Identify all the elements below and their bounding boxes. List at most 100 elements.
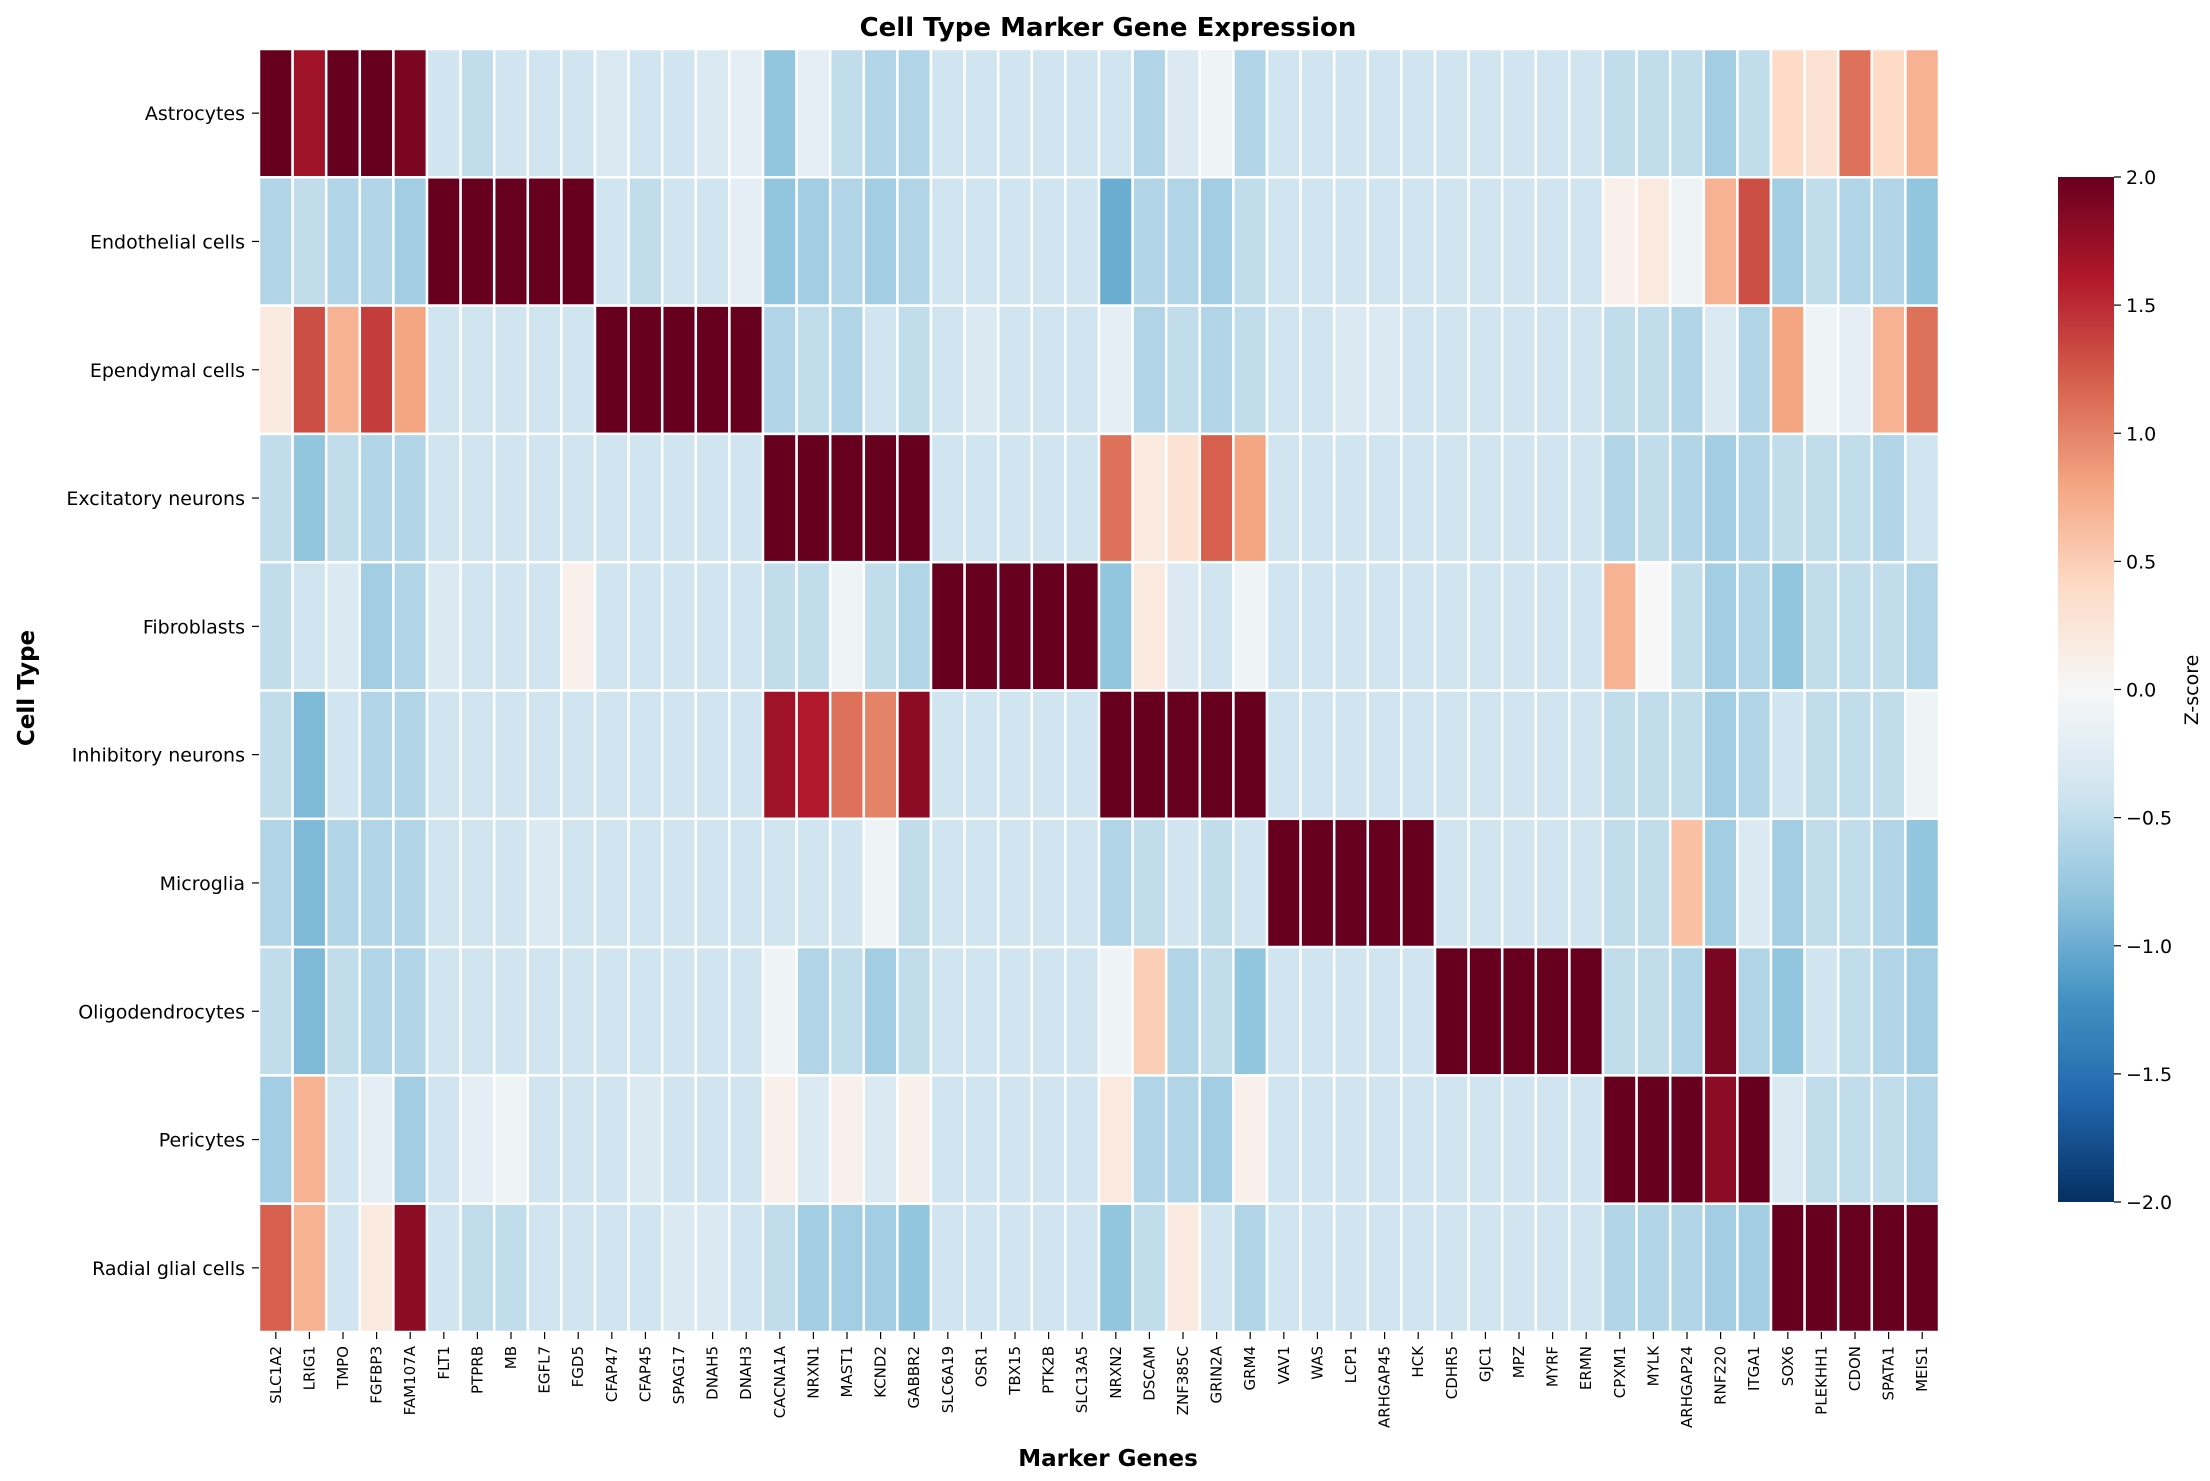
heatmap-cell — [425, 304, 462, 436]
heatmap-cell — [1299, 432, 1336, 564]
heatmap-cell — [425, 432, 462, 564]
heatmap-cell — [1265, 817, 1302, 949]
row-label: Microglia — [160, 873, 245, 895]
colorbar-tick-label: −0.5 — [2126, 808, 2172, 830]
heatmap-cell — [324, 817, 362, 949]
heatmap-cell — [1635, 1074, 1672, 1205]
heatmap-cell — [425, 945, 462, 1077]
heatmap-cell — [1064, 1074, 1101, 1205]
heatmap-cell — [1904, 304, 1941, 436]
column-label: LCP1 — [1342, 1346, 1360, 1383]
heatmap-cell — [324, 1202, 362, 1334]
heatmap-cell — [795, 1074, 832, 1205]
heatmap-cell — [1097, 304, 1134, 436]
heatmap-cell — [1601, 817, 1638, 949]
heatmap-cell — [761, 689, 798, 821]
heatmap-cell — [1500, 817, 1538, 949]
heatmap-cell — [1836, 945, 1874, 1077]
heatmap-cell — [1400, 304, 1437, 436]
heatmap-cell — [1433, 47, 1470, 179]
heatmap-cell — [1635, 945, 1672, 1077]
heatmap-cell — [1097, 817, 1134, 949]
heatmap-cell — [929, 1074, 966, 1205]
heatmap-cell — [1198, 817, 1235, 949]
row-label: Oligodendrocytes — [78, 1001, 245, 1023]
column-label: HCK — [1409, 1345, 1427, 1378]
heatmap-cell — [1568, 689, 1605, 821]
heatmap-cell — [1836, 560, 1874, 692]
heatmap-cell — [459, 47, 496, 179]
heatmap-cell — [1870, 945, 1907, 1077]
heatmap-cell — [1433, 1074, 1470, 1205]
heatmap-cell — [1836, 1074, 1874, 1205]
heatmap-cell — [459, 560, 496, 692]
y-axis-label: Cell Type — [14, 630, 40, 746]
heatmap-cell — [257, 817, 294, 949]
heatmap-cell — [324, 945, 362, 1077]
heatmap-cell — [257, 1202, 294, 1334]
heatmap-cell — [896, 432, 933, 564]
heatmap-cell — [358, 47, 395, 179]
heatmap-cell — [996, 560, 1034, 692]
heatmap-cell — [291, 1074, 328, 1205]
heatmap-cell — [1198, 176, 1235, 307]
heatmap-cell — [291, 560, 328, 692]
heatmap-cell — [1366, 432, 1403, 564]
heatmap-cell — [1635, 432, 1672, 564]
heatmap-cell — [1500, 945, 1538, 1077]
column-label: KCND2 — [872, 1346, 890, 1398]
heatmap-cell — [1164, 432, 1202, 564]
heatmap-cell — [358, 945, 395, 1077]
heatmap-cell — [1232, 176, 1269, 307]
heatmap-cell — [694, 689, 731, 821]
heatmap-cell — [1803, 817, 1840, 949]
column-label: EGFL7 — [536, 1346, 554, 1394]
heatmap-cell — [392, 1074, 429, 1205]
column-label: PTPRB — [468, 1346, 486, 1394]
heatmap-cell — [1870, 1074, 1907, 1205]
heatmap-cell — [1668, 47, 1706, 179]
column-label: ERMN — [1577, 1346, 1595, 1390]
heatmap-cell — [1131, 689, 1168, 821]
heatmap-cell — [324, 176, 362, 307]
heatmap-cell — [694, 1074, 731, 1205]
heatmap-cell — [1668, 176, 1706, 307]
heatmap-cell — [425, 176, 462, 307]
heatmap-cell — [1366, 176, 1403, 307]
heatmap-cell — [929, 47, 966, 179]
heatmap-cell — [1635, 560, 1672, 692]
heatmap-cell — [492, 432, 530, 564]
heatmap-cell — [1064, 176, 1101, 307]
heatmap-cell — [996, 1074, 1034, 1205]
heatmap-cell — [492, 1202, 530, 1334]
colorbar-tick-label: −1.0 — [2126, 936, 2172, 958]
heatmap-cell — [896, 47, 933, 179]
heatmap-cell — [627, 176, 664, 307]
heatmap-cell — [828, 47, 866, 179]
heatmap-cell — [1500, 176, 1538, 307]
heatmap-cell — [492, 304, 530, 436]
heatmap-cell — [324, 47, 362, 179]
heatmap-cell — [291, 432, 328, 564]
heatmap-cell — [324, 1074, 362, 1205]
heatmap-cell — [896, 560, 933, 692]
heatmap-cell — [1164, 689, 1202, 821]
heatmap-cell — [1097, 560, 1134, 692]
heatmap-cell — [492, 47, 530, 179]
heatmap-cell — [929, 689, 966, 821]
heatmap-cell — [1030, 176, 1067, 307]
heatmap-cell — [1836, 304, 1874, 436]
heatmap-cell — [1769, 560, 1806, 692]
heatmap-cell — [1400, 945, 1437, 1077]
heatmap-cell — [1467, 1202, 1504, 1334]
heatmap-cell — [929, 817, 966, 949]
column-label: SLC13A5 — [1073, 1346, 1091, 1413]
column-label: GABBR2 — [905, 1346, 923, 1408]
heatmap-cell — [1164, 1074, 1202, 1205]
heatmap-cell — [593, 176, 630, 307]
heatmap-cell — [1131, 817, 1168, 949]
heatmap-cell — [560, 432, 597, 564]
heatmap-cell — [1836, 432, 1874, 564]
heatmap-cell — [896, 176, 933, 307]
